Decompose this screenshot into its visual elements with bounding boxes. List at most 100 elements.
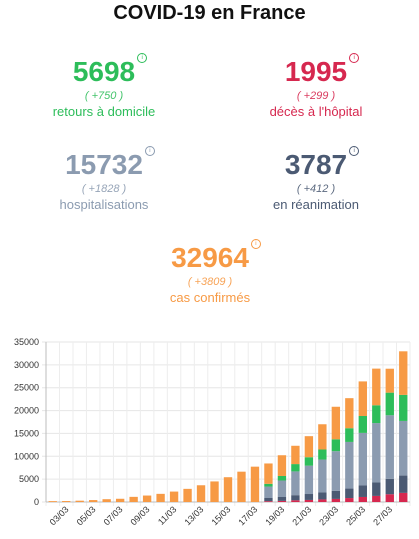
info-icon[interactable]: i bbox=[349, 146, 360, 156]
stat-deces-delta: ( +299 ) bbox=[296, 90, 336, 102]
x-tick-label: 05/03 bbox=[75, 504, 98, 527]
bar-retours bbox=[372, 405, 381, 424]
bar-hosp bbox=[304, 465, 314, 495]
bar-cas bbox=[277, 455, 287, 476]
stat-hosp-label: hospitalisations bbox=[59, 197, 149, 212]
x-tick-label: 11/03 bbox=[156, 504, 179, 527]
bar-deces bbox=[331, 498, 341, 502]
bar-deces bbox=[277, 500, 287, 502]
x-tick-label: 21/03 bbox=[290, 504, 313, 527]
bar-cas bbox=[156, 493, 165, 502]
info-icon[interactable]: i bbox=[137, 53, 148, 63]
bar-hosp bbox=[385, 415, 394, 479]
bar-rea bbox=[372, 482, 381, 496]
x-tick-label: 07/03 bbox=[102, 504, 125, 527]
bar-cas bbox=[358, 381, 367, 416]
bar-rea bbox=[264, 498, 273, 502]
stat-deces-value: 1995 bbox=[284, 56, 348, 87]
x-tick-label: 17/03 bbox=[236, 504, 259, 527]
bar-cas bbox=[264, 463, 273, 484]
y-tick-label: 10000 bbox=[14, 451, 39, 461]
stat-value: 32964 i bbox=[171, 239, 261, 273]
bar-hosp bbox=[331, 451, 341, 491]
bar-deces bbox=[385, 494, 394, 502]
y-tick-label: 15000 bbox=[14, 428, 39, 438]
bar-deces bbox=[264, 501, 273, 502]
info-icon[interactable]: i bbox=[250, 239, 261, 249]
bar-retours bbox=[264, 483, 273, 487]
bar-retours bbox=[331, 439, 341, 452]
bar-deces bbox=[291, 500, 300, 502]
bar-rea bbox=[318, 492, 327, 500]
stat-retours-label: retours à domicile bbox=[52, 104, 156, 119]
bar-deces bbox=[318, 499, 327, 502]
stat-deces-hopital: 1995 i ( +299 ) décès à l'hôpital bbox=[216, 53, 416, 119]
bar-cas bbox=[331, 406, 341, 440]
stat-hospitalisations: 15732 i ( +1828 ) hospitalisations bbox=[4, 146, 204, 212]
info-icon[interactable]: i bbox=[349, 53, 360, 63]
x-tick-label: 23/03 bbox=[317, 504, 340, 527]
bar-deces bbox=[399, 492, 408, 502]
stat-rea-value: 3787 bbox=[284, 149, 348, 180]
stat-reanimation: 3787 i ( +412 ) en réanimation bbox=[216, 146, 416, 212]
info-icon[interactable]: i bbox=[144, 146, 155, 156]
bar-retours bbox=[291, 464, 300, 472]
bar-rea bbox=[331, 490, 341, 499]
bar-rea bbox=[345, 488, 354, 499]
bar-cas bbox=[102, 499, 111, 502]
x-tick-label: 27/03 bbox=[371, 504, 394, 527]
stacked-bar-chart: 0 5000 10000 15000 20000 25000 30000 35000 03/03… bbox=[14, 337, 411, 527]
bar-hosp bbox=[277, 480, 287, 497]
bar-cas bbox=[196, 485, 206, 502]
bar-retours bbox=[358, 415, 367, 433]
x-tick-label: 03/03 bbox=[48, 504, 71, 527]
bar-cas bbox=[237, 471, 246, 502]
bar-rea bbox=[358, 485, 367, 497]
bar-cas bbox=[318, 424, 327, 450]
stat-cas-delta: ( +3809 ) bbox=[187, 276, 233, 288]
stat-retours-delta: ( +750 ) bbox=[84, 90, 124, 102]
x-tick-label: 15/03 bbox=[209, 504, 232, 527]
bar-cas bbox=[399, 351, 408, 395]
stat-rea-delta: ( +412 ) bbox=[296, 183, 336, 195]
bar-cas bbox=[169, 491, 179, 502]
bar-cas bbox=[345, 398, 354, 429]
page-title: COVID-19 en France bbox=[113, 2, 306, 24]
bar-cas bbox=[372, 368, 381, 406]
x-tick-label: 09/03 bbox=[129, 504, 152, 527]
stat-value: 5698 i bbox=[72, 53, 148, 87]
bar-hosp bbox=[345, 441, 354, 489]
bar-cas bbox=[250, 466, 260, 502]
bar-cas bbox=[183, 488, 192, 502]
stat-value: 15732 i bbox=[65, 146, 155, 180]
stat-retours-domicile: 5698 i ( +750 ) retours à domicile bbox=[4, 53, 204, 119]
bar-retours bbox=[277, 475, 287, 481]
bar-cas bbox=[304, 436, 314, 458]
bar-retours bbox=[318, 449, 327, 460]
stat-hosp-delta: ( +1828 ) bbox=[81, 183, 127, 195]
y-tick-label: 20000 bbox=[14, 406, 39, 416]
bar-cas bbox=[62, 501, 71, 502]
bar-cas bbox=[115, 498, 125, 502]
y-tick-label: 35000 bbox=[14, 337, 39, 347]
y-tick-label: 0 bbox=[34, 497, 39, 507]
bar-cas bbox=[129, 496, 138, 502]
bar-rea bbox=[304, 494, 314, 500]
stat-deces-label: décès à l'hôpital bbox=[269, 104, 363, 119]
stat-cas-value: 32964 bbox=[171, 242, 249, 273]
stat-retours-value: 5698 bbox=[72, 56, 136, 87]
bar-hosp bbox=[399, 420, 408, 476]
y-tick-label: 5000 bbox=[19, 474, 39, 484]
stat-cas-confirmes: 32964 i ( +3809 ) cas confirmés bbox=[110, 239, 310, 305]
bar-cas bbox=[89, 500, 98, 502]
bar-deces bbox=[358, 496, 367, 502]
bar-rea bbox=[399, 475, 408, 493]
bar-deces bbox=[345, 498, 354, 502]
x-tick-label: 25/03 bbox=[344, 504, 367, 527]
bar-rea bbox=[277, 496, 287, 501]
bar-cas bbox=[210, 481, 219, 502]
y-tick-label: 25000 bbox=[14, 383, 39, 393]
x-tick-label: 19/03 bbox=[263, 504, 286, 527]
stat-value: 3787 i bbox=[284, 146, 360, 180]
bar-hosp bbox=[372, 423, 381, 483]
